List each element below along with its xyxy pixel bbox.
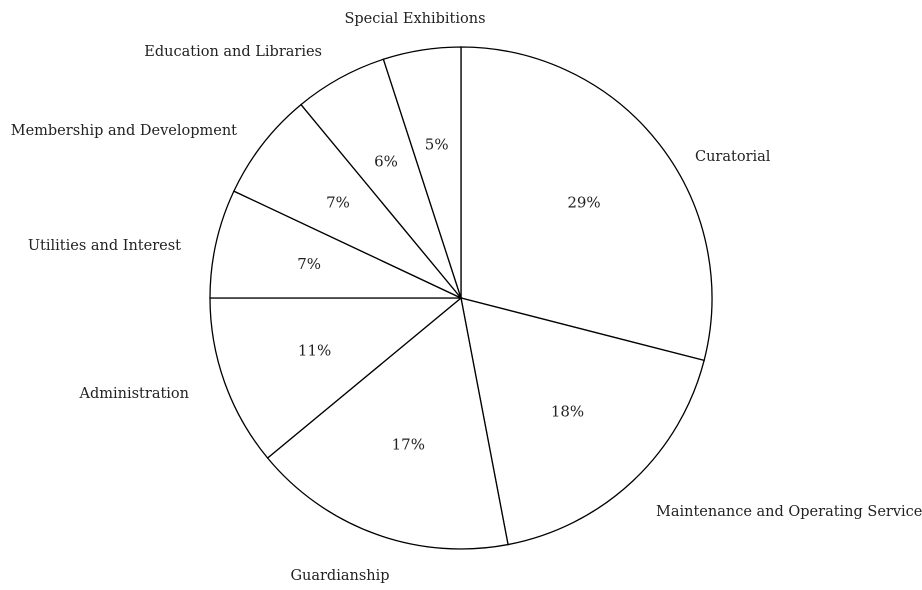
slice-label-curatorial: Curatorial <box>695 149 771 165</box>
slice-percent-membership-and-development: 7% <box>326 194 350 212</box>
pie-slices <box>209 46 713 550</box>
slice-percent-utilities-and-interest: 7% <box>297 255 321 273</box>
slice-percent-curatorial: 29% <box>567 194 600 212</box>
slice-percent-maintenance-and-operating-services: 18% <box>551 402 584 420</box>
slice-percent-education-and-libraries: 6% <box>374 153 398 171</box>
pie-slice-membership-and-development <box>233 103 462 299</box>
pie-category-labels: Curatorial Maintenance and Operating Serv… <box>11 11 922 584</box>
slice-label-administration: Administration <box>79 386 190 402</box>
pie-slice-maintenance-and-operating-services <box>460 297 705 546</box>
pie-slice-guardianship <box>266 296 509 550</box>
pie-slice-special-exhibitions <box>382 46 462 299</box>
slice-label-special-exhibitions: Special Exhibitions <box>344 11 485 27</box>
slice-percent-guardianship: 17% <box>392 435 425 453</box>
pie-slice-curatorial <box>460 46 713 362</box>
slice-label-maintenance-and-operating-services: Maintenance and Operating Services <box>656 504 922 520</box>
pie-percent-labels: 29% 18% 17% 11% 7% 7% 6% 5% <box>297 135 600 453</box>
slice-label-utilities-and-interest: Utilities and Interest <box>28 238 181 254</box>
slice-percent-administration: 11% <box>298 342 331 360</box>
pie-slice-administration <box>209 297 463 459</box>
slice-label-education-and-libraries: Education and Libraries <box>144 44 322 60</box>
slice-label-membership-and-development: Membership and Development <box>11 123 237 139</box>
slice-percent-special-exhibitions: 5% <box>425 135 449 153</box>
slice-label-guardianship: Guardianship <box>290 568 389 584</box>
pie-slice-utilities-and-interest <box>209 190 462 299</box>
